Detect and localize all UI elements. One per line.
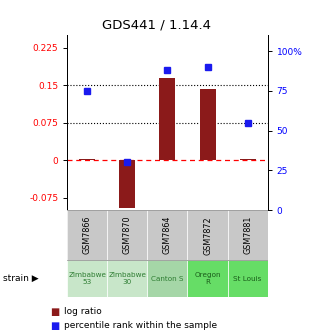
Bar: [239, 159, 256, 160]
Bar: [159, 78, 176, 160]
Text: log ratio: log ratio: [64, 307, 102, 316]
Bar: [147, 260, 187, 297]
Bar: [187, 260, 228, 297]
Bar: [107, 210, 147, 260]
Text: GSM7866: GSM7866: [83, 216, 92, 254]
Text: percentile rank within the sample: percentile rank within the sample: [64, 322, 217, 330]
Text: Zimbabwe
30: Zimbabwe 30: [108, 272, 146, 285]
Text: GSM7881: GSM7881: [243, 216, 252, 254]
Bar: [67, 210, 107, 260]
Text: ■: ■: [50, 307, 59, 317]
Text: Oregon
R: Oregon R: [194, 272, 221, 285]
Bar: [187, 210, 228, 260]
Text: strain ▶: strain ▶: [3, 275, 39, 283]
Bar: [228, 260, 268, 297]
Text: GDS441 / 1.14.4: GDS441 / 1.14.4: [102, 18, 211, 32]
Bar: [228, 210, 268, 260]
Bar: [107, 260, 147, 297]
Text: GSM7870: GSM7870: [123, 216, 132, 254]
Bar: [67, 260, 107, 297]
Bar: [199, 89, 216, 160]
Text: GSM7864: GSM7864: [163, 216, 172, 254]
Bar: [147, 210, 187, 260]
Text: St Louis: St Louis: [233, 276, 262, 282]
Text: Canton S: Canton S: [151, 276, 184, 282]
Bar: [79, 159, 95, 160]
Text: ■: ■: [50, 321, 59, 331]
Bar: [119, 160, 136, 208]
Text: GSM7872: GSM7872: [203, 216, 212, 254]
Text: Zimbabwe
53: Zimbabwe 53: [68, 272, 106, 285]
